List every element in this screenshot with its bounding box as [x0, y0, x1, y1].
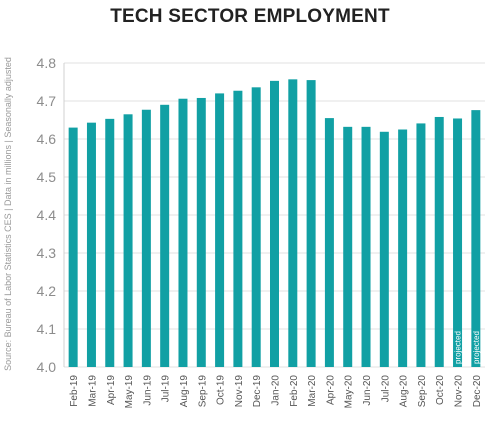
- y-tick-label: 4.6: [37, 131, 57, 147]
- bar-Dec-20: [471, 110, 481, 368]
- y-tick-label: 4.2: [37, 283, 57, 299]
- x-tick-label: Apr-19: [106, 375, 117, 405]
- y-tick-label: 4.4: [37, 207, 57, 223]
- x-tick-label: Jan-20: [271, 375, 282, 406]
- x-tick-label: Jun-19: [142, 375, 153, 406]
- bar-Dec-19: [251, 87, 261, 367]
- y-axis-labels: 4.0 4.1 4.2 4.3 4.4 4.5 4.6 4.7 4.8: [37, 55, 57, 375]
- x-tick-label: Feb-19: [69, 375, 80, 407]
- chart-title: TECH SECTOR EMPLOYMENT: [110, 6, 390, 27]
- bar-Oct-19: [215, 93, 225, 368]
- x-tick-label: Aug-20: [399, 375, 410, 408]
- bar-Jul-20: [379, 131, 389, 367]
- x-tick-label: May-19: [124, 375, 135, 409]
- x-tick-label: Jul-19: [161, 375, 172, 403]
- x-tick-label: May-20: [344, 375, 355, 409]
- x-tick-label: Jun-20: [362, 375, 373, 406]
- x-tick-label: Aug-19: [179, 375, 190, 408]
- x-tick-label: Feb-20: [289, 375, 300, 407]
- bar-Jul-19: [160, 104, 170, 368]
- bar-Feb-20: [288, 79, 298, 367]
- y-tick-label: 4.7: [37, 93, 57, 109]
- x-tick-label: Mar-19: [87, 375, 98, 407]
- bar-Sep-20: [416, 123, 426, 367]
- x-tick-label: Mar-20: [307, 375, 318, 407]
- bars: projected projected: [68, 79, 481, 368]
- bar-Jun-20: [361, 126, 371, 367]
- bar-Mar-20: [306, 80, 316, 367]
- y-tick-label: 4.1: [37, 321, 57, 337]
- y-tick-label: 4.3: [37, 245, 57, 261]
- x-tick-label: Oct-20: [435, 375, 446, 405]
- y-tick-label: 4.0: [37, 359, 57, 375]
- bar-Apr-20: [324, 118, 334, 367]
- x-tick-label: Nov-19: [234, 375, 245, 408]
- x-tick-label: Dec-20: [472, 375, 483, 408]
- x-tick-label: Sep-19: [197, 375, 208, 408]
- bar-May-20: [343, 126, 353, 367]
- bar-May-19: [123, 114, 133, 367]
- x-axis-labels: Feb-19 Mar-19 Apr-19 May-19 Jun-19 Jul-19 Aug-…: [69, 375, 483, 409]
- bar-Jun-19: [141, 109, 151, 368]
- bar-Aug-20: [398, 129, 408, 367]
- bar-Oct-20: [434, 116, 444, 368]
- x-tick-label: Dec-19: [252, 375, 263, 408]
- bar-Feb-19: [68, 127, 78, 367]
- bar-annotation: projected: [454, 331, 463, 364]
- bar-Sep-19: [196, 97, 206, 368]
- bar-Nov-20: [453, 118, 463, 367]
- bar-annotation: projected: [472, 331, 481, 364]
- x-tick-label: Jul-20: [380, 375, 391, 403]
- x-tick-label: Sep-20: [417, 375, 428, 408]
- x-tick-label: Nov-20: [454, 375, 465, 408]
- bar-Apr-19: [105, 118, 115, 367]
- bar-Mar-19: [86, 122, 96, 367]
- y-tick-label: 4.8: [37, 55, 57, 71]
- x-tick-label: Apr-20: [325, 375, 336, 405]
- y-tick-label: 4.5: [37, 169, 57, 185]
- x-tick-label: Oct-19: [216, 375, 227, 405]
- bar-Nov-19: [233, 90, 243, 368]
- bar-Jan-20: [270, 80, 279, 368]
- bar-Aug-19: [178, 98, 188, 367]
